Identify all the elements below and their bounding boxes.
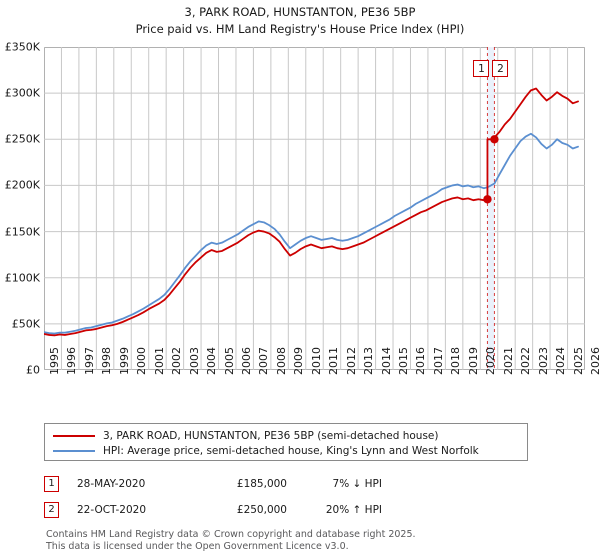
title-line-2: Price paid vs. HM Land Registry's House … (135, 22, 465, 36)
page-title: 3, PARK ROAD, HUNSTANTON, PE36 5BP Price… (0, 4, 600, 38)
legend-swatch-price-paid (53, 434, 95, 437)
chart-svg (44, 47, 585, 370)
transaction-index-badge: 1 (44, 476, 59, 492)
transaction-date: 22-OCT-2020 (77, 504, 146, 516)
price-chart (44, 47, 585, 370)
legend-swatch-hpi (53, 449, 95, 452)
y-axis-tick-label: £200K (4, 178, 40, 192)
y-axis-tick-label: £0 (26, 363, 40, 377)
footer-line-1: Contains HM Land Registry data © Crown c… (46, 529, 416, 540)
y-axis-tick-label: £350K (4, 40, 40, 54)
table-row[interactable]: 2 22-OCT-2020 £250,000 20% ↑ HPI (44, 497, 464, 523)
footer-line-2: This data is licensed under the Open Gov… (46, 540, 349, 552)
transaction-price: £185,000 (236, 478, 287, 490)
y-axis-tick-label: £250K (4, 132, 40, 146)
legend-label-hpi: HPI: Average price, semi-detached house,… (103, 444, 479, 457)
transactions-table: 1 28-MAY-2020 £185,000 7% ↓ HPI 2 22-OCT… (44, 471, 464, 523)
title-line-1: 3, PARK ROAD, HUNSTANTON, PE36 5BP (184, 5, 416, 19)
y-axis-tick-label: £50K (11, 317, 40, 331)
y-axis-tick-label: £100K (4, 271, 40, 285)
transaction-price: £250,000 (236, 504, 287, 516)
attribution-footer: Contains HM Land Registry data © Crown c… (46, 529, 586, 552)
transaction-date: 28-MAY-2020 (77, 478, 146, 490)
legend-label-price-paid: 3, PARK ROAD, HUNSTANTON, PE36 5BP (semi… (103, 429, 439, 442)
transaction-hpi-delta: 7% ↓ HPI (332, 478, 382, 490)
chart-legend: 3, PARK ROAD, HUNSTANTON, PE36 5BP (semi… (44, 423, 528, 461)
y-axis-tick-label: £300K (4, 86, 40, 100)
x-axis-tick-label: 2026 (589, 347, 600, 375)
legend-item-hpi: HPI: Average price, semi-detached house,… (51, 443, 521, 458)
table-row[interactable]: 1 28-MAY-2020 £185,000 7% ↓ HPI (44, 471, 464, 497)
transaction-index-badge: 2 (44, 502, 59, 518)
y-axis-tick-label: £150K (4, 225, 40, 239)
transaction-hpi-delta: 20% ↑ HPI (325, 504, 382, 516)
legend-item-price-paid: 3, PARK ROAD, HUNSTANTON, PE36 5BP (semi… (51, 428, 521, 443)
